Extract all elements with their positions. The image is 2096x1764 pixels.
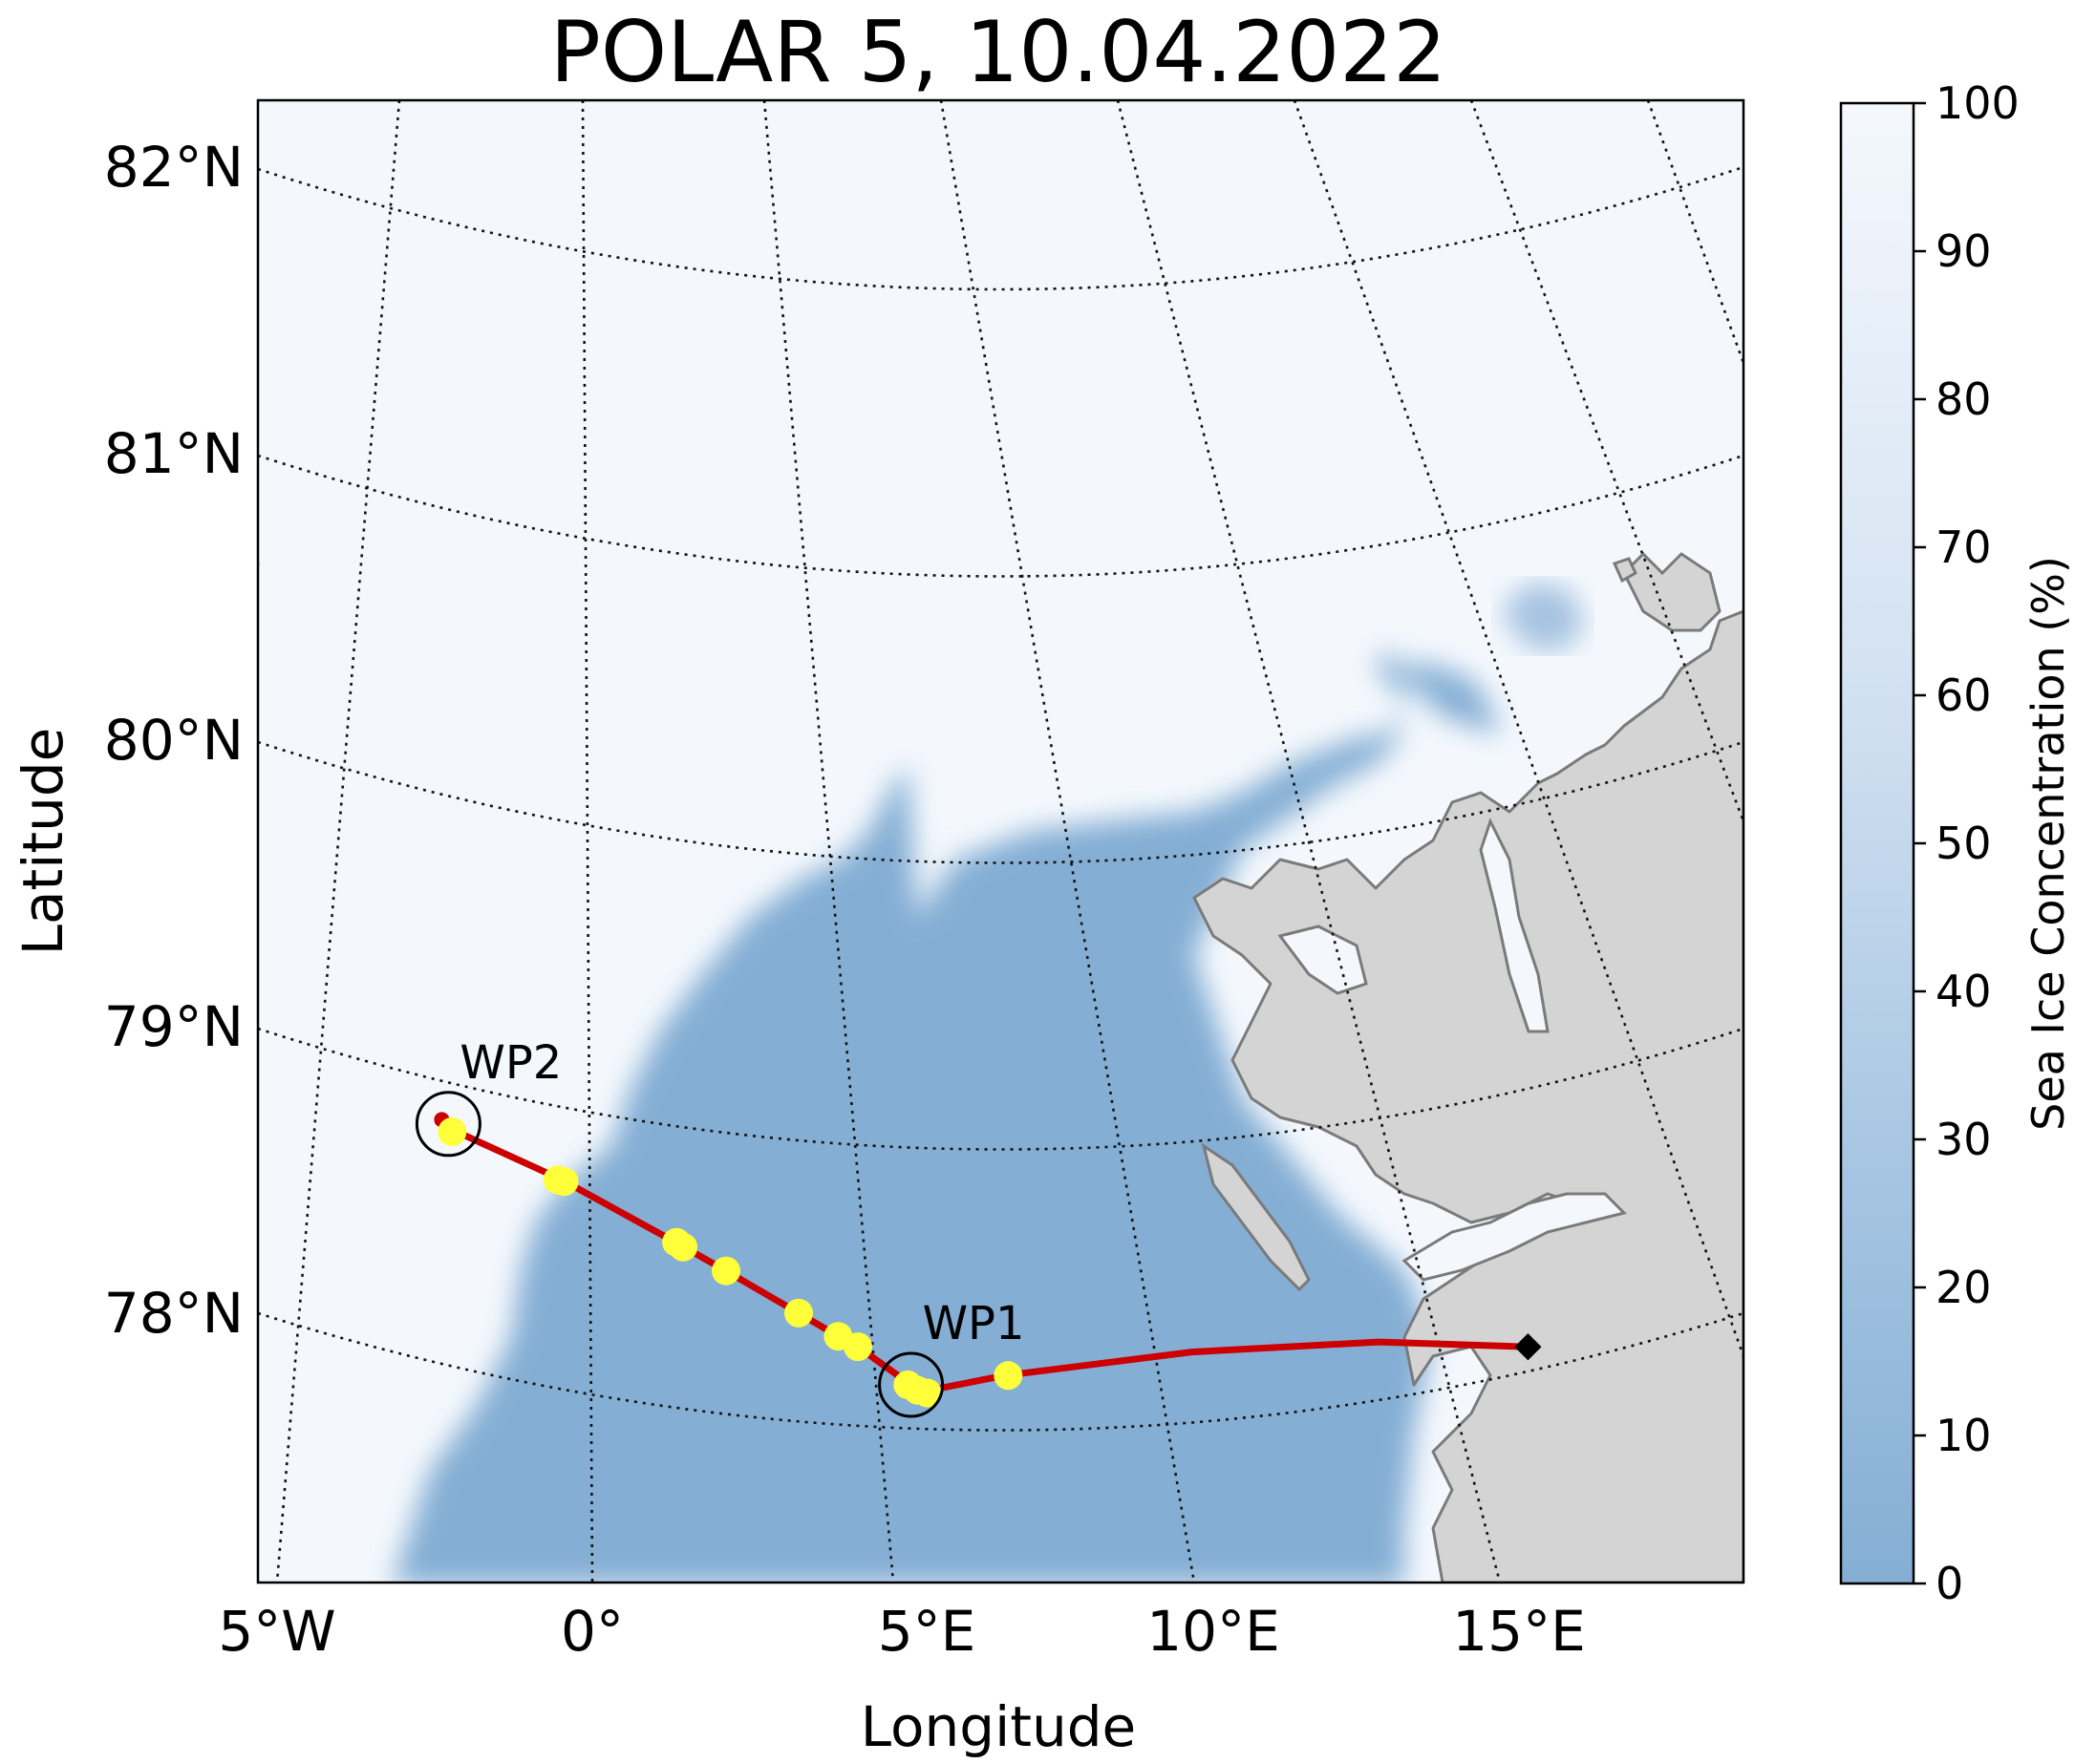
colorbar-tick-label: 100 — [1936, 77, 2020, 129]
lat-tick-81n: 81°N — [104, 421, 244, 486]
parallel-80n — [258, 740, 1743, 864]
colorbar-tick-label: 20 — [1936, 1262, 1992, 1313]
lat-tick-79n: 79°N — [104, 994, 244, 1059]
meridian-5e — [762, 100, 895, 1583]
parallel-81n — [258, 454, 1743, 578]
colorbar-tick-label: 70 — [1936, 521, 1992, 573]
colorbar-tick-label: 10 — [1936, 1410, 1992, 1461]
lon-tick-10e: 10°E — [1146, 1599, 1279, 1664]
svalbard-land — [1192, 609, 1743, 1583]
parallel-82n — [258, 165, 1743, 291]
colorbar-tick-label: 60 — [1936, 669, 1992, 721]
colorbar-tick-label: 50 — [1936, 818, 1992, 869]
longitude-ticks: 5°W 0° 5°E 10°E 15°E — [218, 1599, 1585, 1664]
colorbar-tick-label: 90 — [1936, 225, 1992, 277]
lat-tick-78n: 78°N — [104, 1281, 244, 1346]
sample-points-layer — [438, 1117, 1023, 1408]
lon-tick-0: 0° — [561, 1599, 624, 1664]
small-island — [1612, 557, 1637, 584]
y-axis-label: Latitude — [11, 728, 75, 956]
colorbar-label: Sea Ice Concentration (%) — [2022, 556, 2074, 1131]
map-panel: WP2 WP1 — [258, 100, 1743, 1583]
sample-point — [669, 1232, 698, 1262]
wijdefjorden — [1479, 818, 1550, 1033]
waypoint-label: WP1 — [923, 1297, 1025, 1350]
colorbar: 0 10 20 30 40 50 60 70 80 90 100 Sea Ice Concentra… — [1839, 77, 2074, 1609]
map-frame — [256, 98, 1745, 1584]
graticule — [258, 100, 1743, 1583]
meridian-15e — [1116, 100, 1502, 1583]
waypoint-layer: WP2 WP1 — [415, 1036, 1542, 1418]
isfjorden — [1401, 1192, 1627, 1282]
colorbar-tick-label: 40 — [1936, 966, 1992, 1017]
lon-tick-5w: 5°W — [218, 1599, 335, 1664]
waypoint-circle — [878, 1351, 945, 1418]
colorbar-tick-label: 80 — [1936, 373, 1992, 425]
open-water-bay — [1500, 583, 1586, 649]
sample-point — [994, 1361, 1023, 1391]
lon-tick-5e: 5°E — [878, 1599, 976, 1664]
meridian-5w — [275, 100, 401, 1583]
sample-point — [438, 1117, 467, 1146]
colorbar-tick-label: 0 — [1936, 1558, 1963, 1609]
colorbar-ticks: 0 10 20 30 40 50 60 70 80 90 100 — [1914, 77, 2020, 1609]
map-title: POLAR 5, 10.04.2022 — [550, 3, 1446, 101]
meridian-0 — [581, 100, 594, 1583]
meridian-10e — [939, 100, 1196, 1583]
x-axis-label: Longitude — [861, 1694, 1136, 1759]
sample-point — [712, 1256, 740, 1286]
lon-tick-15e: 15°E — [1452, 1599, 1585, 1664]
lat-tick-82n: 82°N — [104, 135, 244, 200]
waypoint-label: WP2 — [460, 1036, 562, 1090]
waypoint-circle — [415, 1091, 481, 1158]
sample-point — [784, 1298, 813, 1328]
colorbar-gradient — [1839, 101, 1915, 1585]
colorbar-tick-label: 30 — [1936, 1114, 1992, 1165]
nordaustlandet — [1622, 551, 1722, 632]
lat-tick-80n: 80°N — [104, 708, 244, 773]
base-diamond-marker — [1514, 1333, 1542, 1361]
meridian-20e — [1293, 100, 1743, 1357]
sample-point — [844, 1332, 872, 1362]
sample-point — [549, 1167, 579, 1197]
meridian-30e — [1646, 100, 1743, 364]
prins-karls-forland — [1201, 1142, 1311, 1292]
latitude-ticks: 82°N 81°N 80°N 79°N 78°N — [104, 135, 244, 1346]
parallel-79n — [258, 1027, 1743, 1151]
sample-point — [912, 1378, 942, 1408]
